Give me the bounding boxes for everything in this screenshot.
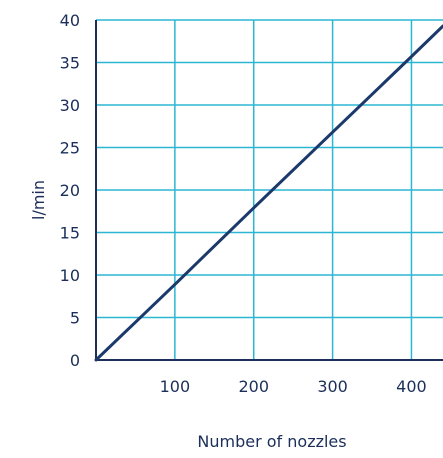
y-tick-labels: 0 5 10 15 20 25 30 35 40 bbox=[60, 11, 80, 370]
y-tick-label: 0 bbox=[70, 351, 80, 370]
x-axis-title: Number of nozzles bbox=[197, 432, 346, 451]
y-tick-label: 35 bbox=[60, 54, 80, 73]
y-tick-label: 30 bbox=[60, 96, 80, 115]
y-tick-label: 40 bbox=[60, 11, 80, 30]
y-tick-label: 15 bbox=[60, 224, 80, 243]
x-tick-labels: 100 200 300 400 bbox=[160, 377, 427, 396]
series bbox=[94, 24, 443, 362]
y-tick-label: 5 bbox=[70, 309, 80, 328]
x-tick-label: 300 bbox=[317, 377, 348, 396]
series-line bbox=[94, 24, 443, 362]
y-tick-label: 20 bbox=[60, 181, 80, 200]
y-tick-label: 25 bbox=[60, 139, 80, 158]
y-axis-title: l/min bbox=[29, 180, 48, 220]
x-tick-label: 100 bbox=[160, 377, 191, 396]
y-tick-label: 10 bbox=[60, 266, 80, 285]
x-tick-label: 200 bbox=[238, 377, 269, 396]
grid bbox=[96, 19, 443, 360]
axes bbox=[95, 20, 443, 361]
x-tick-label: 400 bbox=[396, 377, 427, 396]
